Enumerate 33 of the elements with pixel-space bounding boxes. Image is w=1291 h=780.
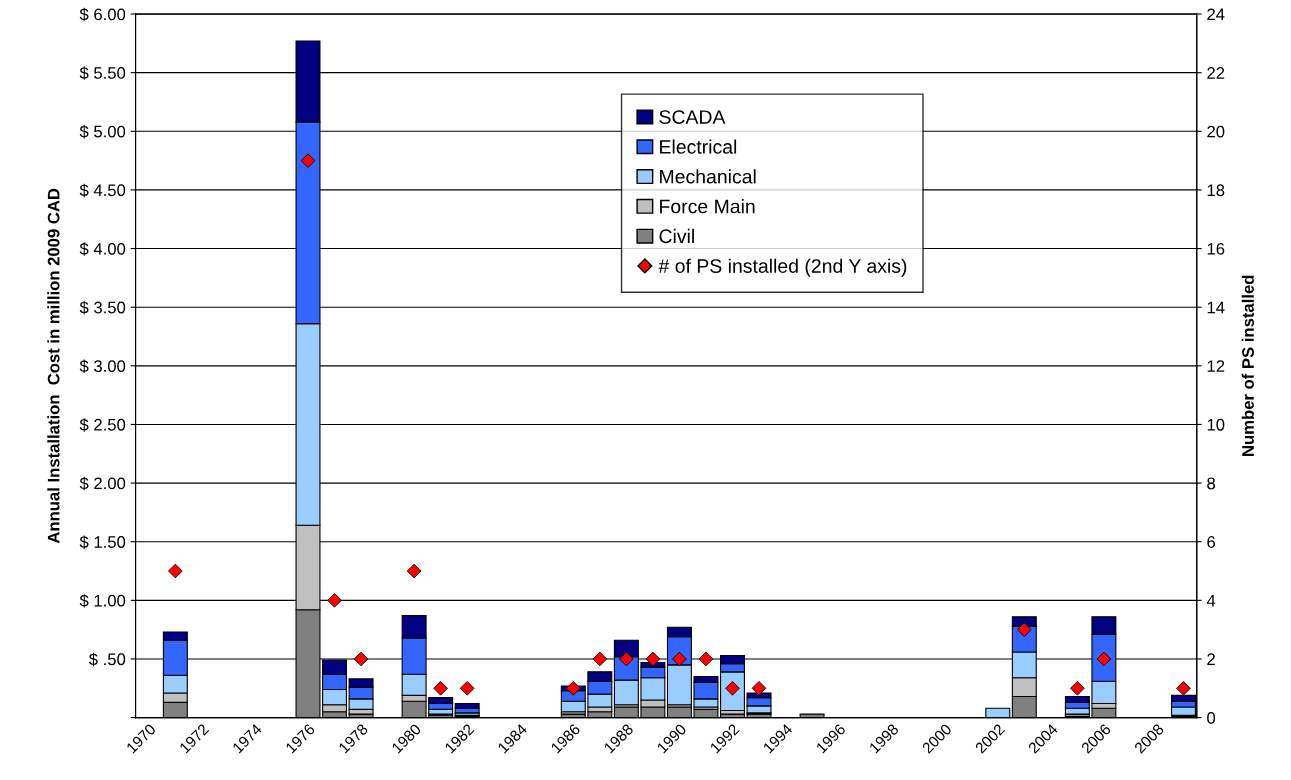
y2-tick-label: 4: [1206, 594, 1216, 607]
y-axis-title: Annual Installation Cost in million 2009 CAD: [47, 188, 60, 544]
legend-label: # of PS installed (2nd Y axis): [658, 258, 907, 277]
y2-tick-label: 16: [1207, 242, 1225, 255]
legend-label: SCADA: [659, 110, 726, 124]
legend-label: Civil: [659, 228, 694, 244]
y-tick-label: $ 5.00: [79, 125, 126, 139]
y2-tick-label: 14: [1207, 301, 1225, 314]
y2-tick-label: 20: [1207, 125, 1225, 138]
y2-tick-label: 10: [1207, 418, 1225, 431]
y2-tick-label: 24: [1207, 8, 1225, 21]
y-tick-label: $ 1.50: [79, 535, 126, 549]
y-tick-label: $ 3.00: [79, 359, 126, 374]
y2-axis-title: Number of PS installed: [1241, 275, 1254, 456]
y-tick-label: $ 3.50: [79, 300, 126, 315]
y2-tick-label: 8: [1207, 477, 1216, 490]
legend-label: Force Main: [660, 199, 755, 214]
y2-tick-label: 22: [1207, 67, 1225, 79]
legend-label: Mechanical: [660, 169, 756, 184]
y-tick-label: $ 4.50: [79, 183, 126, 198]
y-tick-label: $ 5.50: [79, 66, 126, 80]
y2-tick-label: 2: [1207, 653, 1215, 666]
y2-tick-label: 0: [1207, 712, 1216, 724]
y2-tick-label: 18: [1207, 184, 1225, 197]
y-tick-label: $ .50: [88, 652, 126, 667]
y2-tick-label: 6: [1207, 536, 1216, 548]
y-tick-label: $ 6.00: [79, 7, 126, 22]
y-tick-label: $ 2.50: [79, 418, 126, 432]
y-tick-label: $ 4.00: [79, 242, 126, 256]
y2-tick-label: 12: [1207, 360, 1225, 372]
y-tick-label: $ 2.00: [79, 476, 126, 491]
legend-label: Electrical: [660, 139, 737, 154]
y-tick-label: $ 1.00: [79, 594, 126, 608]
